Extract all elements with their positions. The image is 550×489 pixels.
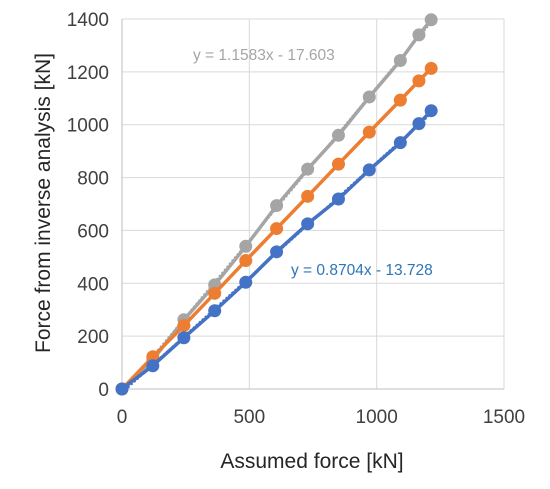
- y-tick-label: 0: [98, 380, 109, 401]
- data-point: [239, 275, 253, 289]
- data-point: [208, 286, 222, 300]
- series-2: [115, 104, 438, 396]
- data-point: [270, 222, 284, 236]
- data-point: [208, 304, 222, 318]
- data-point: [301, 162, 315, 176]
- y-tick-label: 1200: [67, 63, 109, 84]
- y-tick-label: 200: [77, 327, 109, 348]
- data-point: [424, 104, 438, 118]
- data-point: [146, 359, 160, 373]
- y-tick-label: 1400: [67, 10, 109, 31]
- data-point: [393, 93, 407, 107]
- data-point: [177, 319, 191, 333]
- y-tick-label: 400: [77, 274, 109, 295]
- data-point: [331, 157, 345, 171]
- data-point: [146, 350, 160, 364]
- data-point: [362, 163, 376, 177]
- data-point: [331, 192, 345, 206]
- tick-labels: 0 500 1000 1500 0 200 400 600 800 1000 1200 1400: [67, 10, 525, 428]
- data-point: [177, 331, 191, 345]
- series-layer: [115, 13, 438, 396]
- series-0: [115, 13, 438, 396]
- data-point: [412, 117, 426, 131]
- data-point: [115, 382, 129, 396]
- trendline-equation-gray: y = 1.1583x - 17.603: [193, 47, 335, 64]
- data-point: [362, 125, 376, 139]
- x-tick-label: 1000: [356, 407, 398, 428]
- y-axis-title: Force from inverse analysis [kN]: [32, 53, 55, 353]
- data-point: [424, 13, 438, 27]
- data-point: [331, 128, 345, 142]
- data-point: [239, 239, 253, 253]
- data-point: [239, 254, 253, 268]
- x-tick-label: 500: [233, 407, 265, 428]
- data-point: [412, 74, 426, 88]
- x-axis-title: Assumed force [kN]: [220, 450, 403, 473]
- y-tick-label: 1000: [67, 116, 109, 137]
- y-tick-label: 800: [77, 169, 109, 190]
- x-tick-label: 1500: [483, 407, 525, 428]
- data-point: [393, 53, 407, 67]
- x-tick-label: 0: [117, 407, 128, 428]
- data-point: [301, 217, 315, 231]
- y-tick-label: 600: [77, 221, 109, 242]
- data-point: [270, 199, 284, 213]
- series-1: [115, 61, 438, 396]
- axes: [121, 19, 504, 390]
- data-point: [424, 61, 438, 75]
- trendline-equation-blue: y = 0.8704x - 13.728: [291, 262, 433, 279]
- data-point: [412, 28, 426, 42]
- data-point: [270, 245, 284, 259]
- data-point: [301, 189, 315, 203]
- data-point: [362, 90, 376, 104]
- data-point: [393, 136, 407, 150]
